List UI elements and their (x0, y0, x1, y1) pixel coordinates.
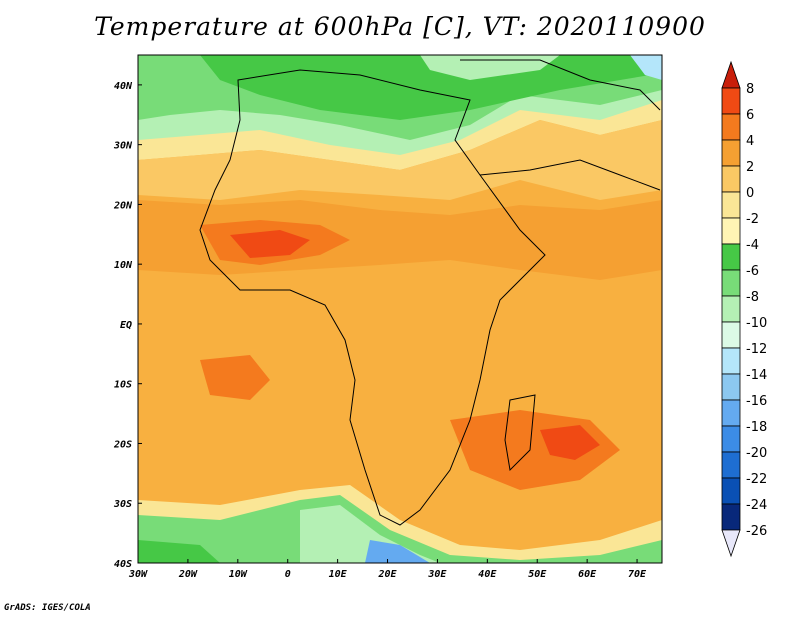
colorbar-swatch (721, 451, 741, 479)
y-tick-label: 40S (114, 559, 132, 570)
colorbar-label: 6 (746, 108, 754, 123)
colorbar-swatch (721, 399, 741, 427)
colorbar-swatch (721, 139, 741, 167)
colorbar-swatch (721, 373, 741, 401)
x-tick-label: 60E (578, 569, 597, 580)
x-tick-label: 70E (628, 569, 647, 580)
colorbar-swatch (721, 321, 741, 349)
colorbar-label: 4 (746, 134, 754, 149)
x-tick-label: 40E (478, 569, 497, 580)
y-tick-label: 10S (114, 380, 132, 391)
coastline (199, 59, 661, 526)
colorbar-label: -24 (746, 498, 767, 513)
map-title: Temperature at 600hPa [C], VT: 202011090… (94, 12, 706, 41)
y-tick-label: EQ (120, 320, 132, 331)
x-tick-label: 10E (329, 569, 348, 580)
colorbar-label: -22 (746, 472, 767, 487)
colorbar-label: -2 (746, 212, 759, 227)
colorbar-swatch (721, 295, 741, 323)
y-tick-label: 30N (113, 141, 133, 152)
colorbar-swatch (721, 425, 741, 453)
y-tick-label: 10N (114, 260, 133, 271)
y-tick-label: 20N (113, 200, 133, 211)
colorbar-swatch (721, 347, 741, 375)
colorbar-label: -12 (746, 342, 767, 357)
y-tick-label: 40N (114, 81, 133, 92)
temperature-field (138, 55, 662, 563)
x-tick-label: 50E (528, 569, 547, 580)
y-tick-label: 20S (113, 439, 132, 450)
colorbar-swatch (721, 113, 741, 141)
colorbar-label: -16 (746, 394, 767, 409)
colorbar-label: 2 (746, 160, 754, 175)
colorbar-label: -14 (746, 368, 767, 383)
colorbar-swatch (721, 217, 741, 245)
colorbar-label: -20 (746, 446, 767, 461)
latitude-axis: 40N 30N 20N 10N EQ 10S 20S 30S 40S (113, 81, 142, 570)
colorbar-label: -10 (746, 316, 767, 331)
colorbar-swatch (721, 60, 741, 89)
colorbar-swatch (721, 269, 741, 297)
colorbar-label: -4 (746, 238, 759, 253)
y-tick-label: 30S (113, 499, 132, 510)
colorbar: 8 6 4 2 0 -2 -4 -6 -8 -10 -12 -14 -16 -18 -20 -22 -24 -26 (721, 60, 767, 558)
longitude-axis: 30W 20W 10W 0 10E 20E 30E 40E 50E 60E 70E (128, 559, 647, 580)
colorbar-swatch (721, 529, 741, 558)
colorbar-swatch (721, 477, 741, 505)
colorbar-label: -8 (746, 290, 759, 305)
x-tick-label: 20W (178, 569, 198, 580)
colorbar-swatch (721, 191, 741, 219)
x-tick-label: 0 (285, 569, 291, 580)
colorbar-label: -18 (746, 420, 767, 435)
x-tick-label: 20E (377, 569, 397, 580)
colorbar-swatch (721, 503, 741, 531)
colorbar-label: -26 (746, 524, 767, 539)
colorbar-label: 0 (746, 186, 754, 201)
colorbar-label: -6 (746, 264, 759, 279)
x-tick-label: 30E (427, 569, 447, 580)
x-tick-label: 10W (229, 569, 248, 580)
colorbar-swatch (721, 165, 741, 193)
colorbar-label: 8 (746, 82, 754, 97)
colorbar-swatch (721, 243, 741, 271)
credit-footer: GrADS: IGES/COLA (4, 603, 91, 613)
colorbar-swatch (721, 87, 741, 115)
map-frame (137, 54, 663, 564)
x-tick-label: 30W (128, 569, 148, 580)
